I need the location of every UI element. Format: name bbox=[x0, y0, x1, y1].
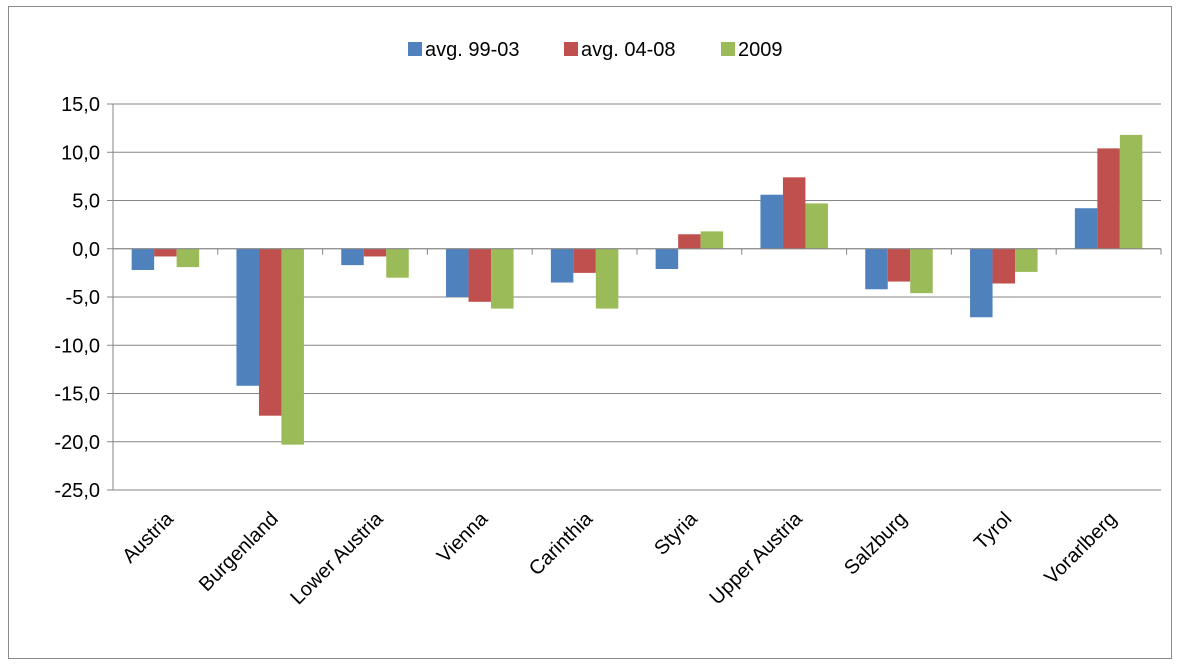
legend-swatch bbox=[564, 42, 578, 56]
bar bbox=[1097, 148, 1120, 249]
x-tick-label: Tyrol bbox=[970, 508, 1016, 554]
bar bbox=[910, 248, 933, 294]
bar bbox=[573, 248, 596, 273]
y-tick-label: -20,0 bbox=[54, 432, 100, 454]
bar bbox=[176, 248, 200, 268]
bar bbox=[805, 203, 828, 249]
legend-label: 2009 bbox=[738, 39, 783, 61]
bar bbox=[678, 234, 701, 249]
bars bbox=[131, 134, 1143, 445]
bar bbox=[236, 248, 259, 386]
bar bbox=[970, 248, 993, 318]
legend-swatch bbox=[408, 42, 422, 56]
y-tick-label: -5,0 bbox=[66, 287, 100, 309]
legend-label: avg. 99-03 bbox=[425, 39, 520, 61]
bar bbox=[550, 248, 574, 283]
bar bbox=[1074, 208, 1098, 249]
bar bbox=[341, 248, 364, 266]
x-tick-label: Upper Austria bbox=[705, 507, 807, 609]
bar bbox=[281, 248, 304, 445]
bar bbox=[154, 248, 177, 257]
bar bbox=[258, 248, 282, 416]
bar bbox=[131, 248, 155, 270]
axes bbox=[107, 103, 1162, 491]
x-tick-label: Vienna bbox=[433, 507, 493, 567]
x-tick-label: Styria bbox=[650, 507, 702, 559]
bar bbox=[700, 231, 724, 249]
chart-frame bbox=[8, 6, 1172, 659]
y-tick-label: 10,0 bbox=[61, 142, 100, 164]
legend: avg. 99-03 avg. 04-08 2009 bbox=[408, 39, 783, 61]
x-tick-label: Carinthia bbox=[525, 507, 598, 580]
bar bbox=[782, 177, 806, 249]
bar bbox=[468, 248, 492, 302]
bar bbox=[887, 248, 911, 282]
bar bbox=[363, 248, 387, 257]
x-tick-label: Lower Austria bbox=[286, 507, 388, 609]
gridlines bbox=[113, 103, 1161, 491]
bar bbox=[386, 248, 409, 278]
x-tick-label: Salzburg bbox=[840, 508, 911, 579]
bar bbox=[760, 194, 783, 249]
bar bbox=[655, 248, 679, 270]
y-tick-label: -25,0 bbox=[54, 480, 100, 502]
bar bbox=[865, 248, 888, 290]
x-tick-label: Vorarlberg bbox=[1040, 508, 1121, 589]
y-tick-label: 0,0 bbox=[72, 239, 100, 261]
bar bbox=[1119, 134, 1143, 249]
legend-swatch bbox=[721, 42, 735, 56]
bar bbox=[446, 248, 469, 297]
bar bbox=[491, 248, 514, 309]
y-tick-labels: 15,0 10,0 5,0 0,0 -5,0 -10,0 -15,0 -20,0 -25,0 bbox=[54, 94, 100, 502]
bar bbox=[1015, 248, 1038, 272]
legend-label: avg. 04-08 bbox=[581, 39, 676, 61]
y-tick-label: -10,0 bbox=[54, 335, 100, 357]
x-tick-label: Austria bbox=[118, 507, 178, 567]
y-tick-label: -15,0 bbox=[54, 384, 100, 406]
bar bbox=[595, 248, 619, 309]
bar bbox=[992, 248, 1016, 284]
y-tick-label: 15,0 bbox=[61, 94, 100, 116]
x-tick-label: Burgenland bbox=[195, 508, 283, 596]
x-tick-labels: Austria Burgenland Lower Austria Vienna Cari… bbox=[118, 507, 1121, 609]
y-tick-label: 5,0 bbox=[72, 191, 100, 213]
